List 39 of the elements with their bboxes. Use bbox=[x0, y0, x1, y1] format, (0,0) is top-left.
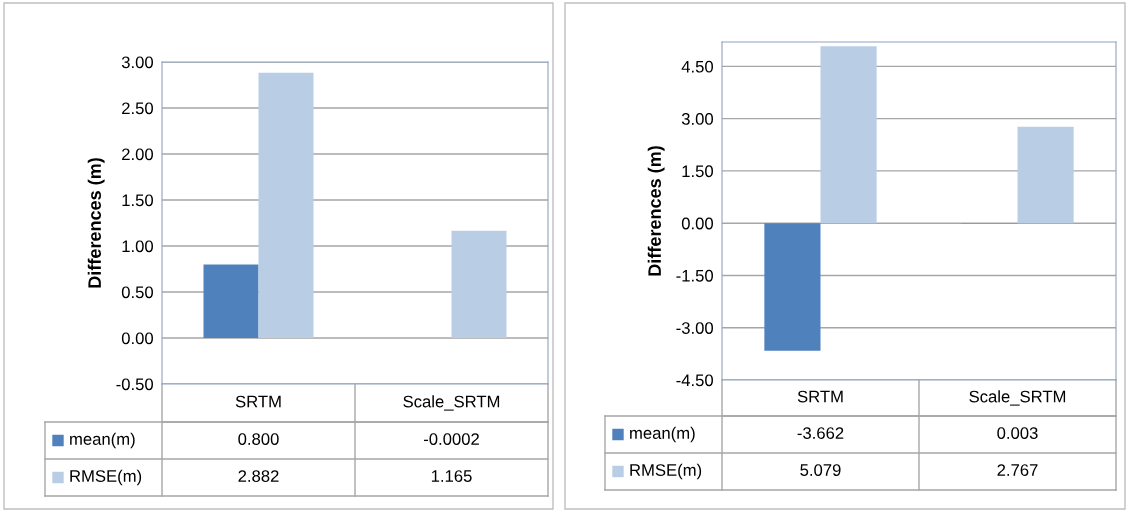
y-axis-title: Differences (m) bbox=[87, 158, 105, 288]
legend-label: RMSE(m) bbox=[70, 469, 142, 486]
y-tick-label: 0.00 bbox=[681, 217, 714, 230]
y-tick-label: 1.50 bbox=[122, 194, 154, 207]
y-tick-label: 2.50 bbox=[122, 102, 154, 115]
data-label: 0.800 bbox=[238, 433, 279, 445]
x-tick-label: SRTM bbox=[235, 395, 281, 408]
data-label: 5.079 bbox=[800, 464, 841, 476]
bar bbox=[258, 72, 314, 338]
y-tick-label: -1.50 bbox=[676, 269, 714, 282]
y-tick-label: 0.00 bbox=[121, 332, 154, 345]
bar bbox=[1017, 126, 1074, 224]
y-tick-label: 3.00 bbox=[681, 113, 714, 125]
x-tick-label: Scale_SRTM bbox=[403, 395, 500, 411]
legend-label: mean(m) bbox=[630, 426, 695, 443]
y-tick-label: -4.50 bbox=[676, 374, 714, 387]
bar bbox=[764, 223, 821, 351]
data-label: 2.882 bbox=[238, 470, 279, 482]
y-tick-label: 3.00 bbox=[121, 56, 154, 69]
data-label: -0.0002 bbox=[423, 433, 479, 445]
data-label: -3.662 bbox=[797, 427, 844, 439]
data-label: 2.767 bbox=[997, 464, 1038, 476]
y-axis-title: Differences (m) bbox=[647, 146, 665, 276]
y-tick-label: 1.50 bbox=[682, 165, 714, 178]
data-label: 0.003 bbox=[997, 427, 1038, 439]
x-tick-label: SRTM bbox=[797, 390, 843, 403]
data-label: 1.165 bbox=[431, 470, 472, 482]
bar bbox=[820, 46, 877, 224]
bar bbox=[451, 230, 507, 338]
legend-label: mean(m) bbox=[70, 432, 135, 449]
legend-label: RMSE(m) bbox=[630, 463, 702, 480]
bar bbox=[203, 264, 259, 338]
y-tick-label: 1.00 bbox=[122, 240, 154, 253]
y-tick-label: -0.50 bbox=[116, 378, 154, 391]
y-tick-label: 0.50 bbox=[121, 286, 154, 299]
y-tick-label: -3.00 bbox=[676, 322, 714, 334]
y-tick-label: 2.00 bbox=[122, 148, 154, 161]
x-tick-label: Scale_SRTM bbox=[969, 390, 1066, 406]
y-tick-label: 4.50 bbox=[681, 60, 714, 73]
